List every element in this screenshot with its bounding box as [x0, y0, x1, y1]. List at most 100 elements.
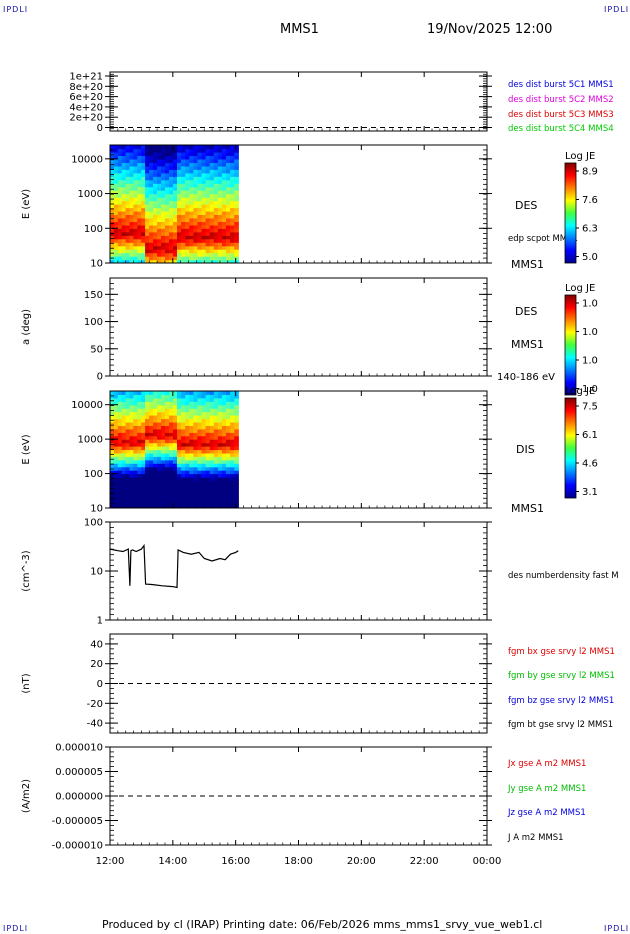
dis-spectrogram-cell: [117, 428, 123, 433]
des-spectrogram-cell: [173, 193, 178, 198]
des-spectrogram-cell: [209, 145, 215, 150]
dis-spectrogram-cell: [125, 452, 131, 457]
des-spectrogram-cell: [201, 190, 207, 195]
des-spectrogram-cell: [137, 158, 142, 163]
dis-spectrogram-cell: [133, 422, 138, 426]
dis-spectrogram-cell: [157, 456, 162, 461]
dis-spectrogram-cell: [121, 442, 127, 447]
dis-spectrogram-cell: [185, 422, 190, 426]
des-spectrogram-cell: [189, 249, 194, 254]
des-spectrogram-cell: [137, 207, 142, 212]
dis-spectrogram-cell: [197, 452, 203, 457]
des-spectrogram-cell: [173, 228, 178, 233]
dis-spectrogram-cell: [185, 449, 190, 454]
dis-spectrogram-cell: [221, 394, 227, 399]
dis-spectrogram-cell: [197, 411, 203, 416]
dis-spectrogram-cell: [221, 456, 227, 461]
des-spectrogram-cell: [133, 155, 138, 160]
des-spectrogram-cell: [193, 169, 199, 174]
dis-spectrogram-cell: [161, 452, 166, 457]
dis-spectrogram-cell: [193, 411, 199, 416]
dis-spectrogram-cell: [230, 470, 235, 475]
dis-spectrogram-cell: [205, 442, 211, 447]
des-spectrogram-cell: [217, 207, 223, 212]
dis-spectrogram-cell: [133, 463, 138, 468]
des-spectrogram-cell: [121, 148, 127, 153]
dis-spectrogram-cell: [201, 501, 207, 506]
dis-spectrogram-cell: [145, 439, 150, 444]
dis-spectrogram-cell: [113, 477, 119, 481]
dis-spectrogram-cell: [213, 394, 219, 399]
dis-spectrogram-cell: [213, 473, 219, 478]
dis-spectrogram-cell: [121, 459, 127, 464]
dis-spectrogram-cell: [217, 435, 223, 440]
dis-spectrogram-cell: [185, 435, 190, 440]
dis-spectrogram-cell: [145, 473, 150, 478]
des-spectrogram-cell: [173, 169, 178, 174]
dis-spectrogram-cell: [125, 456, 131, 461]
des-spectrogram-cell: [157, 148, 162, 153]
des-spectrogram-cell: [201, 249, 207, 254]
dis-spectrogram-cell: [193, 422, 199, 426]
dis-spectrogram-cell: [173, 435, 178, 440]
dis-spectrogram-cell: [141, 470, 146, 475]
dis-spectrogram-cell: [201, 480, 207, 485]
des-spectrogram-cell: [197, 183, 203, 188]
des-spectrogram-cell: [193, 197, 199, 202]
des-spectrogram-cell: [197, 165, 203, 170]
fgm-y-tick-label: -40: [87, 719, 103, 730]
des-spectrogram-cell: [157, 193, 162, 198]
dis-spectrogram-cell: [161, 480, 166, 485]
des-spectrogram-cell: [117, 242, 123, 247]
des-spectrogram-cell: [110, 186, 115, 191]
dis-spectrogram-cell: [213, 459, 219, 464]
des-spectrogram-cell: [149, 256, 154, 261]
dis-spectrogram-cell: [117, 494, 123, 499]
des-spectrogram-cell: [110, 190, 115, 195]
des-spectrogram-cell: [197, 172, 203, 177]
des-spectrogram-cell: [133, 210, 138, 215]
des-spectrogram-cell: [141, 210, 146, 215]
des-spectrogram-cell: [165, 158, 170, 163]
des-spectrogram-cell: [205, 238, 211, 243]
dis-spectrogram-cell: [110, 439, 115, 444]
dis-spectrogram-cell: [205, 439, 211, 444]
dis-spectrogram-cell: [165, 494, 170, 499]
dis-spectrogram-cell: [177, 446, 182, 451]
dis-spectrogram-cell: [189, 459, 194, 464]
des-spectrogram-cell: [221, 162, 227, 167]
des-spectrogram-cell: [221, 217, 227, 222]
dis-spectrogram-cell: [213, 397, 219, 402]
dis-spectrogram-cell: [177, 487, 182, 492]
des-spectrogram-cell: [129, 204, 134, 209]
des-spectrogram-cell: [177, 148, 182, 153]
dis-spectrogram-cell: [213, 401, 219, 406]
des-spectrogram-cell: [221, 151, 227, 156]
dis-spectrogram-cell: [110, 391, 115, 395]
dis-spectrogram-cell: [137, 494, 142, 499]
x-tick-label: 20:00: [347, 856, 376, 867]
dis-spectrogram-cell: [161, 470, 166, 475]
des-spectrogram-cell: [201, 228, 207, 233]
dis-spectrogram-cell: [177, 504, 182, 508]
des-spectrogram-cell: [165, 162, 170, 167]
dis-spectrogram-cell: [137, 473, 142, 478]
des-spectrogram-cell: [234, 162, 239, 167]
dis-spectrogram-cell: [201, 394, 207, 399]
pitch-colorbar-tick-label: 1.0: [582, 327, 598, 338]
dis-spectrogram-cell: [141, 466, 146, 471]
legend-entry: fgm bx gse srvy l2 MMS1: [508, 647, 615, 657]
dis-spectrogram-cell: [141, 497, 146, 502]
panel-pitch-frame: [109, 277, 488, 377]
dis-spectrogram-cell: [193, 459, 199, 464]
des-spectrogram-cell: [234, 148, 239, 153]
dis-spectrogram-cell: [205, 446, 211, 451]
dis-spectrogram-cell: [226, 391, 231, 395]
des-spectrogram-cell: [169, 165, 174, 170]
des-spectrogram-cell: [181, 231, 186, 236]
des-spectrogram-cell: [129, 197, 134, 202]
dis-spectrogram-cell: [149, 456, 154, 461]
dis-spectrogram-cell: [197, 391, 203, 395]
dis-spectrogram-cell: [165, 446, 170, 451]
dis-spectrogram-cell: [234, 432, 239, 437]
